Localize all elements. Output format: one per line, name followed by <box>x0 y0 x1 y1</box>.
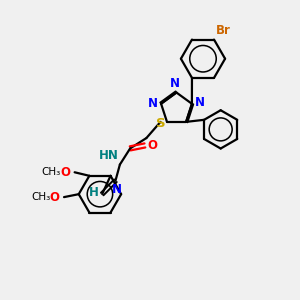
Text: Br: Br <box>215 24 230 37</box>
Text: N: N <box>112 183 122 196</box>
Text: N: N <box>148 97 158 110</box>
Text: CH₃: CH₃ <box>31 192 50 202</box>
Text: N: N <box>195 96 205 109</box>
Text: HN: HN <box>98 149 118 162</box>
Text: O: O <box>60 166 70 179</box>
Text: CH₃: CH₃ <box>41 167 61 177</box>
Text: O: O <box>148 139 158 152</box>
Text: O: O <box>50 190 60 204</box>
Text: H: H <box>89 186 99 199</box>
Text: N: N <box>170 76 180 90</box>
Text: S: S <box>156 117 165 130</box>
